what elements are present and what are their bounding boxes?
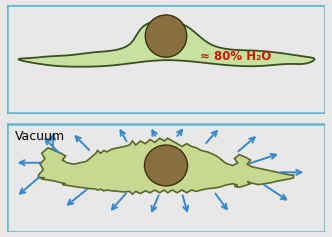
Ellipse shape — [145, 15, 187, 57]
Polygon shape — [39, 138, 293, 194]
Polygon shape — [19, 20, 315, 67]
Text: Vacuum: Vacuum — [15, 130, 65, 143]
Ellipse shape — [144, 145, 188, 186]
Text: ≈ 80% H₂O: ≈ 80% H₂O — [201, 50, 272, 63]
